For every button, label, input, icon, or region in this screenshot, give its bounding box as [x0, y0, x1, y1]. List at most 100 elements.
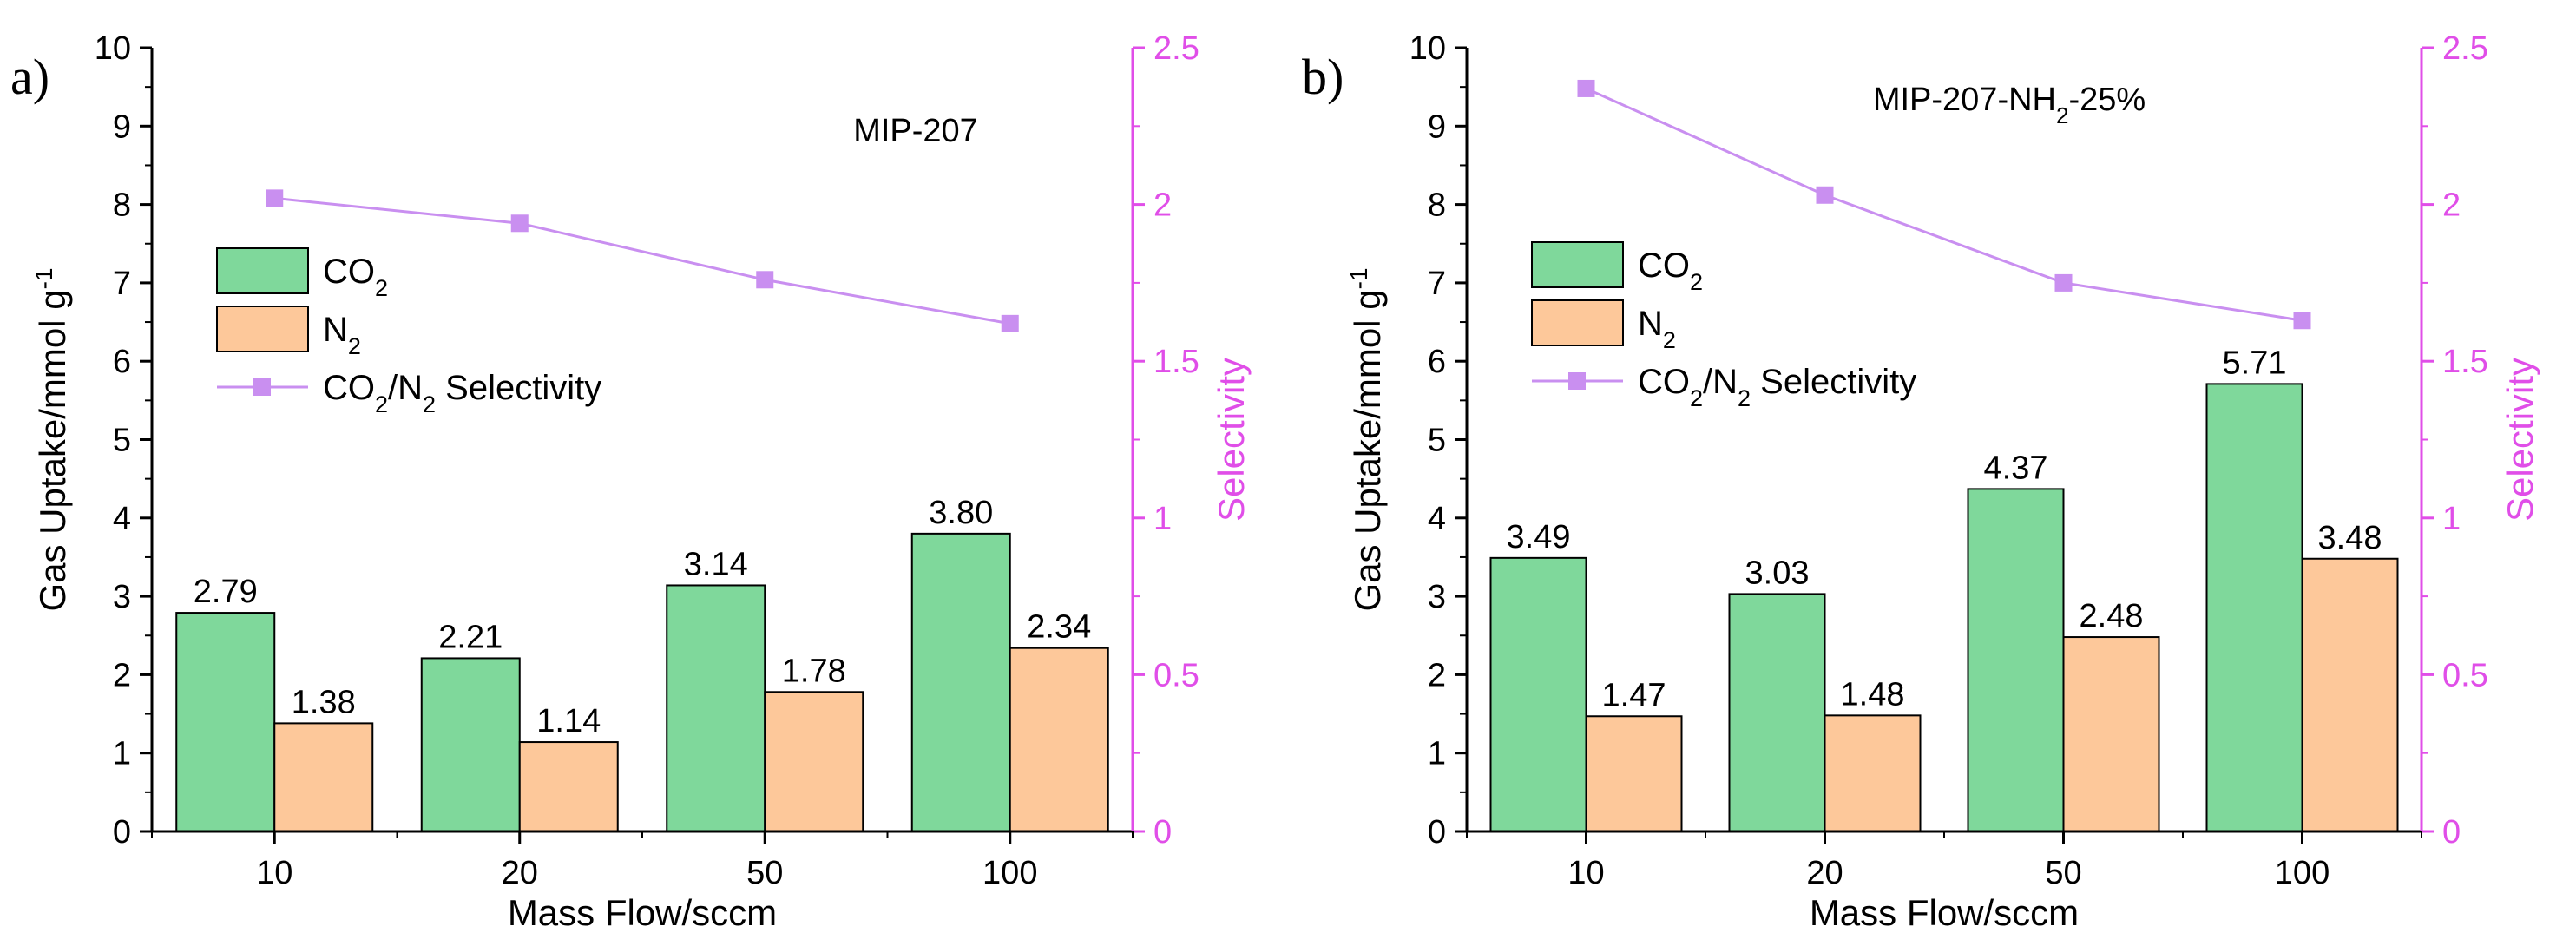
- y-tick-label: 8: [113, 187, 131, 224]
- bar-value-label: 3.49: [1507, 519, 1571, 555]
- bar-value-label: 3.80: [929, 495, 993, 531]
- bar-value-label: 3.14: [684, 546, 748, 582]
- y2-tick-label: 0: [2442, 814, 2461, 851]
- y-tick-label: 10: [1410, 30, 1446, 67]
- bar-value-label: 1.14: [536, 703, 601, 739]
- bar-value-label: 2.34: [1027, 609, 1091, 646]
- legend: CO2 N2 CO2/N2 Selectivity: [1531, 241, 1916, 411]
- x-tick-label: 50: [2045, 855, 2081, 891]
- bar-value-label: 2.79: [194, 574, 258, 610]
- y2-tick-label: 1.5: [2442, 344, 2488, 380]
- bar-value-label: 5.71: [2223, 345, 2287, 381]
- y-tick-label: 4: [113, 501, 131, 537]
- bar-value-label: 1.47: [1602, 677, 1666, 713]
- selectivity-point-100: [1001, 314, 1019, 332]
- panel-title: MIP-207: [853, 113, 978, 149]
- y-tick-label: 6: [1428, 344, 1446, 380]
- selectivity-point-50: [2054, 273, 2073, 292]
- y2-tick-label: 1: [2442, 501, 2461, 537]
- legend-swatch-co2: [216, 247, 309, 294]
- legend-marker-selectivity: [1568, 372, 1586, 390]
- legend-label: N2: [1638, 305, 1676, 353]
- bar-co2-20: [420, 657, 521, 833]
- y2-axis-title: Selectivity: [1211, 358, 1252, 522]
- bar-n2-20: [518, 741, 619, 832]
- bar-co2-100: [910, 532, 1011, 832]
- legend-label: CO2/N2 Selectivity: [323, 369, 601, 417]
- legend-label: N2: [323, 311, 361, 359]
- bar-co2-100: [2205, 383, 2303, 832]
- x-tick-label: 20: [1806, 855, 1843, 891]
- y-axis-title: Gas Uptake/mmol g-1: [30, 267, 74, 611]
- x-tick-label: 50: [746, 855, 783, 891]
- y-tick-label: 5: [1428, 423, 1446, 459]
- bar-value-label: 1.78: [782, 653, 846, 689]
- bar-co2-50: [666, 584, 766, 832]
- y-tick-label: 1: [1428, 736, 1446, 772]
- x-tick-label: 10: [256, 855, 292, 891]
- panel-label: a): [10, 49, 49, 105]
- y2-tick-label: 2: [1153, 187, 1172, 224]
- y-tick-label: 9: [113, 108, 131, 145]
- bar-n2-100: [1009, 647, 1109, 832]
- bar-n2-20: [1824, 714, 1922, 833]
- y-tick-label: 1: [113, 736, 131, 772]
- y2-tick-label: 1.5: [1153, 344, 1199, 380]
- bar-value-label: 1.48: [1841, 676, 1905, 713]
- y-tick-label: 10: [95, 30, 131, 67]
- selectivity-point-50: [756, 271, 774, 289]
- y-tick-label: 3: [1428, 579, 1446, 615]
- chart-panel-a: a) MIP-207 2.79 2.21 3.14 3.80 1.38 1.14 1.78 2.3…: [10, 30, 1252, 933]
- y-tick-label: 3: [113, 579, 131, 615]
- bar-n2-10: [1585, 715, 1683, 832]
- bar-co2-10: [1489, 556, 1587, 833]
- bar-value-label: 4.37: [1984, 450, 2048, 486]
- legend-label: CO2: [1638, 246, 1703, 295]
- bar-n2-50: [764, 691, 864, 832]
- y2-tick-label: 2: [2442, 187, 2461, 224]
- bar-value-label: 3.48: [2318, 520, 2382, 556]
- bar-n2-10: [273, 722, 374, 832]
- x-axis-title: Mass Flow/sccm: [1810, 892, 2079, 933]
- selectivity-point-20: [1816, 186, 1834, 204]
- selectivity-point-10: [1577, 79, 1595, 97]
- x-tick-label: 100: [2275, 855, 2330, 891]
- y2-tick-label: 0.5: [1153, 657, 1199, 693]
- y-tick-label: 2: [1428, 657, 1446, 693]
- selectivity-line: [274, 196, 1011, 325]
- bar-value-label: 1.38: [292, 684, 356, 720]
- y2-tick-label: 0.5: [2442, 657, 2488, 693]
- selectivity-point-100: [2293, 312, 2311, 330]
- bar-co2-50: [1967, 488, 2065, 832]
- x-tick-label: 100: [982, 855, 1037, 891]
- y2-tick-label: 2.5: [1153, 30, 1199, 67]
- legend-label: CO2/N2 Selectivity: [1638, 363, 1916, 411]
- legend: CO2 N2 CO2/N2 Selectivity: [216, 247, 601, 417]
- y-tick-label: 9: [1428, 108, 1446, 145]
- y-tick-label: 2: [113, 657, 131, 693]
- y-tick-label: 0: [113, 814, 131, 851]
- x-tick-label: 20: [502, 855, 538, 891]
- bar-value-label: 2.21: [438, 619, 503, 655]
- legend-swatch-co2: [1531, 241, 1624, 288]
- y2-tick-label: 1: [1153, 501, 1172, 537]
- y-tick-label: 6: [113, 344, 131, 380]
- panel-label: b): [1302, 49, 1344, 105]
- selectivity-point-10: [266, 189, 284, 207]
- selectivity-line: [1585, 87, 2303, 322]
- y-tick-label: 7: [1428, 266, 1446, 302]
- bar-value-label: 2.48: [2080, 598, 2144, 634]
- y-tick-label: 5: [113, 423, 131, 459]
- y-tick-label: 8: [1428, 187, 1446, 224]
- legend-swatch-n2: [216, 306, 309, 352]
- y2-axis-title: Selectivity: [2500, 358, 2540, 522]
- y-tick-label: 7: [113, 266, 131, 302]
- chart-panel-b: b) MIP-207-NH2-25% 3.49 3.03 4.37 5.71 1.47 1.4…: [1302, 30, 2540, 933]
- bar-value-label: 3.03: [1745, 555, 1810, 591]
- legend-label: CO2: [323, 253, 388, 301]
- bar-n2-50: [2062, 636, 2160, 833]
- panel-title: MIP-207-NH2-25%: [1873, 82, 2146, 128]
- legend-swatch-n2: [1531, 299, 1624, 346]
- selectivity-point-20: [510, 214, 529, 233]
